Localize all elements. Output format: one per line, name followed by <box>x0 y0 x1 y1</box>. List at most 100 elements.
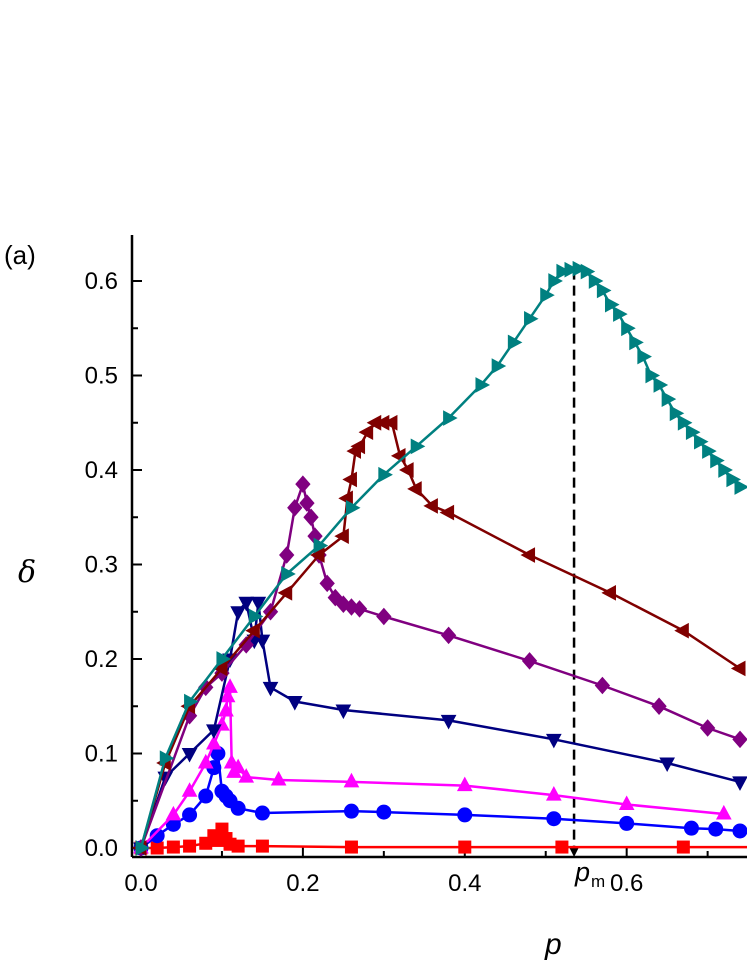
data-point <box>618 795 635 811</box>
data-point <box>407 481 422 497</box>
data-point <box>524 310 539 327</box>
y-tick-label: 0.0 <box>85 835 118 862</box>
data-point <box>637 348 652 365</box>
data-point <box>149 828 165 844</box>
data-point <box>219 687 236 703</box>
data-point <box>594 676 611 695</box>
data-point <box>683 820 699 836</box>
data-point <box>440 714 457 730</box>
series-0 <box>134 822 747 855</box>
data-point <box>521 652 538 670</box>
data-point <box>343 772 360 788</box>
data-point <box>653 377 669 393</box>
data-point <box>645 367 661 384</box>
data-point <box>545 733 562 749</box>
data-point <box>548 273 563 289</box>
data-point <box>491 358 507 374</box>
data-point <box>661 391 677 407</box>
data-point <box>507 334 523 351</box>
data-point <box>699 719 716 737</box>
data-point <box>376 804 392 820</box>
data-point <box>629 334 644 351</box>
data-point <box>248 608 264 625</box>
data-point <box>730 660 746 677</box>
data-point <box>165 805 182 821</box>
data-point <box>218 701 234 717</box>
data-point <box>287 499 303 517</box>
data-point <box>475 377 491 393</box>
data-point <box>555 840 569 854</box>
data-point <box>458 840 472 854</box>
data-point <box>710 452 725 469</box>
data-point <box>299 494 315 512</box>
series-6 <box>135 260 747 856</box>
data-point <box>540 287 555 304</box>
data-point <box>715 804 732 820</box>
data-point <box>443 410 458 426</box>
data-point <box>604 296 620 313</box>
data-point <box>319 574 335 593</box>
x-tick-label: 0.2 <box>286 870 319 897</box>
data-point <box>286 696 303 711</box>
data-point <box>198 788 214 804</box>
data-point <box>344 840 358 854</box>
data-point <box>732 730 747 749</box>
data-point <box>358 424 374 441</box>
data-point <box>184 693 199 710</box>
data-point <box>255 839 269 853</box>
data-point <box>277 585 293 601</box>
data-point <box>423 498 438 514</box>
pm-annotation-subscript: m <box>591 872 606 891</box>
data-point <box>166 840 180 854</box>
pm-dashed-line <box>569 269 580 857</box>
data-point <box>197 753 214 769</box>
pm-arrow <box>569 847 580 857</box>
data-point <box>230 800 246 816</box>
series-group <box>132 260 747 857</box>
data-point <box>230 606 246 621</box>
data-point <box>206 724 222 739</box>
x-tick-label: 0.0 <box>124 870 157 897</box>
y-tick-label: 0.5 <box>85 363 118 390</box>
data-point <box>159 750 175 767</box>
pm-annotation: pm <box>575 857 605 892</box>
data-point <box>245 622 260 639</box>
data-point <box>378 466 393 483</box>
data-point <box>613 306 628 322</box>
y-tick-label: 0.6 <box>85 268 118 295</box>
data-point <box>702 443 717 459</box>
data-point <box>303 508 319 527</box>
pm-annotation-main: p <box>575 857 591 887</box>
data-point <box>345 499 361 516</box>
x-axis-label: p <box>545 928 562 961</box>
data-point <box>619 815 635 831</box>
data-point <box>694 433 709 450</box>
data-point <box>376 607 392 626</box>
y-tick-label: 0.2 <box>85 646 118 673</box>
data-point <box>669 405 685 422</box>
data-point <box>150 841 164 855</box>
data-point <box>440 626 457 645</box>
data-point <box>572 260 588 277</box>
data-point <box>183 839 197 853</box>
data-point <box>310 547 325 563</box>
data-point <box>254 634 271 650</box>
data-point <box>659 757 675 773</box>
data-point <box>250 596 267 612</box>
data-point <box>651 697 667 716</box>
data-point <box>588 273 604 289</box>
data-point <box>230 758 246 774</box>
data-point <box>410 438 426 455</box>
data-point <box>238 768 255 783</box>
y-tick-label: 0.4 <box>85 457 118 484</box>
data-point <box>674 622 689 639</box>
data-point <box>685 424 701 441</box>
data-point <box>596 282 612 299</box>
data-point <box>621 320 636 337</box>
data-point <box>334 528 349 544</box>
data-point <box>231 839 245 853</box>
data-point <box>732 823 747 839</box>
x-tick-label: 0.6 <box>610 870 643 897</box>
y-tick-label: 0.3 <box>85 552 118 579</box>
